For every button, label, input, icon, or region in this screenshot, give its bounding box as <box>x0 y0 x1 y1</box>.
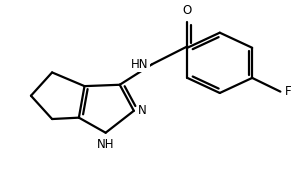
Text: O: O <box>183 4 192 17</box>
Text: N: N <box>138 104 147 117</box>
Text: HN: HN <box>131 58 149 71</box>
Text: F: F <box>285 85 291 98</box>
Text: NH: NH <box>97 138 114 151</box>
